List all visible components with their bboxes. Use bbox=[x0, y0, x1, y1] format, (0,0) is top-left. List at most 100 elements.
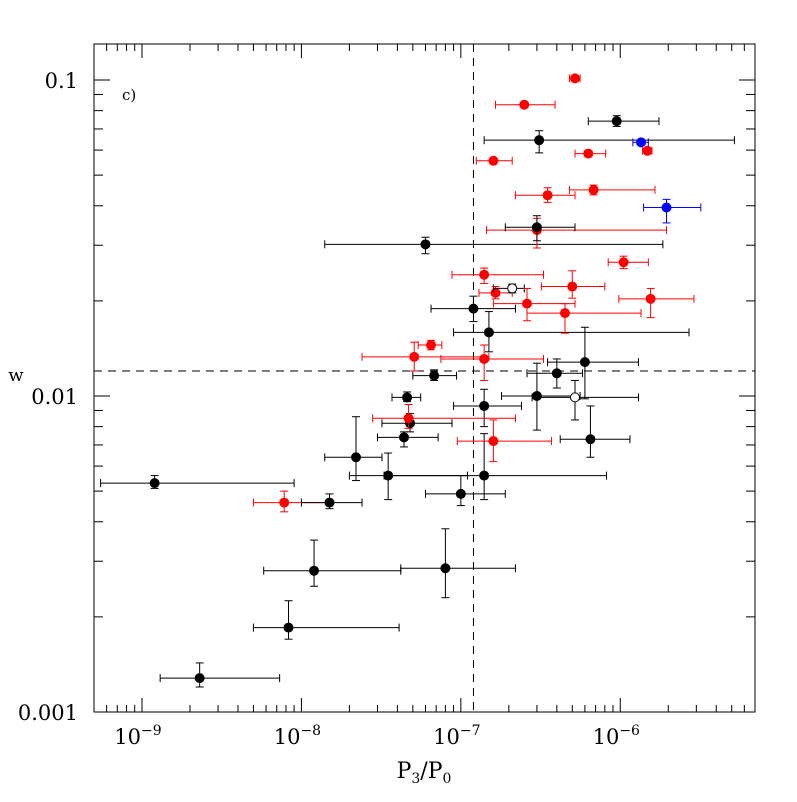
data-point-black bbox=[300, 493, 363, 510]
data-point-black bbox=[559, 405, 631, 458]
point-marker bbox=[468, 303, 479, 314]
point-marker bbox=[483, 327, 494, 338]
point-marker bbox=[567, 281, 578, 292]
data-point-red bbox=[574, 148, 607, 159]
data-point-red bbox=[372, 403, 516, 429]
y-tick-label: 0.01 bbox=[31, 385, 78, 409]
data-point-red bbox=[451, 267, 545, 284]
x-tick-label-exponent: −9 bbox=[141, 723, 162, 739]
data-point-black bbox=[547, 326, 639, 400]
point-marker bbox=[351, 452, 362, 463]
point-marker bbox=[488, 436, 499, 447]
x-axis-label-sub0: 0 bbox=[443, 771, 452, 787]
point-marker bbox=[588, 184, 599, 195]
x-axis-label-slash: /P bbox=[420, 759, 442, 784]
x-tick-label-base: 10 bbox=[593, 725, 620, 749]
data-point-black bbox=[587, 115, 660, 127]
data-point-black bbox=[504, 215, 576, 242]
data-point-red bbox=[514, 187, 576, 203]
point-marker bbox=[426, 340, 437, 351]
point-marker bbox=[531, 391, 542, 402]
x-axis-label: P3/P0 bbox=[397, 759, 452, 787]
data-point-black bbox=[252, 600, 400, 640]
x-axis-label-main: P bbox=[397, 759, 412, 784]
data-point-black bbox=[526, 358, 584, 389]
point-marker bbox=[409, 351, 420, 362]
data-point-red bbox=[440, 344, 545, 381]
data-point-red bbox=[540, 270, 606, 299]
data-point-black bbox=[453, 311, 690, 353]
data-point-red bbox=[607, 255, 649, 270]
x-tick-label-base: 10 bbox=[433, 725, 460, 749]
point-marker bbox=[479, 269, 490, 280]
data-point-red bbox=[456, 419, 552, 463]
data-point-black bbox=[412, 369, 458, 381]
point-marker bbox=[402, 392, 413, 403]
data-point-black bbox=[483, 130, 735, 154]
y-axis-label: w bbox=[8, 365, 24, 386]
data-point-blue bbox=[643, 198, 702, 224]
x-tick-label: 10−9 bbox=[114, 723, 161, 749]
data-point-black bbox=[430, 295, 516, 323]
point-marker bbox=[455, 488, 466, 499]
data-point-red bbox=[417, 339, 443, 351]
point-marker bbox=[583, 148, 594, 159]
data-point-red bbox=[568, 184, 656, 196]
point-marker bbox=[507, 283, 518, 294]
data-point-blue bbox=[632, 137, 649, 148]
point-marker bbox=[399, 432, 410, 443]
data-point-black bbox=[501, 362, 581, 431]
point-marker bbox=[531, 222, 542, 233]
y-tick-label: 0.1 bbox=[45, 69, 78, 93]
plot-frame bbox=[93, 43, 756, 713]
x-tick-label-exponent: −8 bbox=[300, 723, 321, 739]
data-point-black bbox=[263, 539, 402, 587]
point-marker bbox=[579, 357, 590, 368]
data-point-red bbox=[361, 341, 490, 372]
y-tick-label: 0.001 bbox=[18, 701, 78, 725]
data-point-black bbox=[453, 388, 522, 428]
point-marker bbox=[534, 135, 545, 146]
point-marker bbox=[309, 565, 320, 576]
x-tick-label: 10−7 bbox=[433, 723, 480, 749]
data-point-red bbox=[642, 145, 653, 156]
point-marker bbox=[585, 434, 596, 445]
point-marker bbox=[569, 73, 580, 84]
point-marker bbox=[522, 298, 533, 309]
data-point-black bbox=[376, 431, 439, 448]
point-marker bbox=[420, 239, 431, 250]
point-marker bbox=[569, 392, 580, 403]
point-marker bbox=[403, 413, 414, 424]
data-point-black bbox=[324, 416, 383, 482]
point-marker bbox=[642, 145, 653, 156]
point-marker bbox=[559, 308, 570, 319]
point-marker bbox=[490, 287, 501, 298]
data-point-black bbox=[324, 236, 664, 255]
data-point-black bbox=[391, 391, 422, 403]
x-tick-label-exponent: −6 bbox=[619, 723, 640, 739]
point-marker bbox=[618, 257, 629, 268]
point-marker bbox=[279, 497, 290, 508]
point-marker bbox=[542, 190, 553, 201]
point-marker bbox=[194, 673, 205, 684]
point-marker bbox=[283, 622, 294, 633]
data-point-red bbox=[495, 99, 556, 110]
data-point-black bbox=[424, 475, 506, 507]
data-point-black bbox=[159, 662, 281, 688]
data-point-black bbox=[383, 433, 608, 501]
data-point-red bbox=[526, 303, 642, 334]
point-marker bbox=[645, 293, 656, 304]
point-marker bbox=[479, 400, 490, 411]
data-point-red bbox=[568, 73, 581, 84]
panel-label: c) bbox=[122, 86, 136, 104]
data-point-black bbox=[492, 283, 525, 294]
x-tick-label: 10−6 bbox=[593, 723, 640, 749]
point-marker bbox=[324, 497, 335, 508]
x-tick-label-base: 10 bbox=[274, 725, 301, 749]
x-axis-label-sub3: 3 bbox=[411, 771, 420, 787]
point-marker bbox=[519, 99, 530, 110]
point-marker bbox=[551, 368, 562, 379]
point-marker bbox=[488, 155, 499, 166]
